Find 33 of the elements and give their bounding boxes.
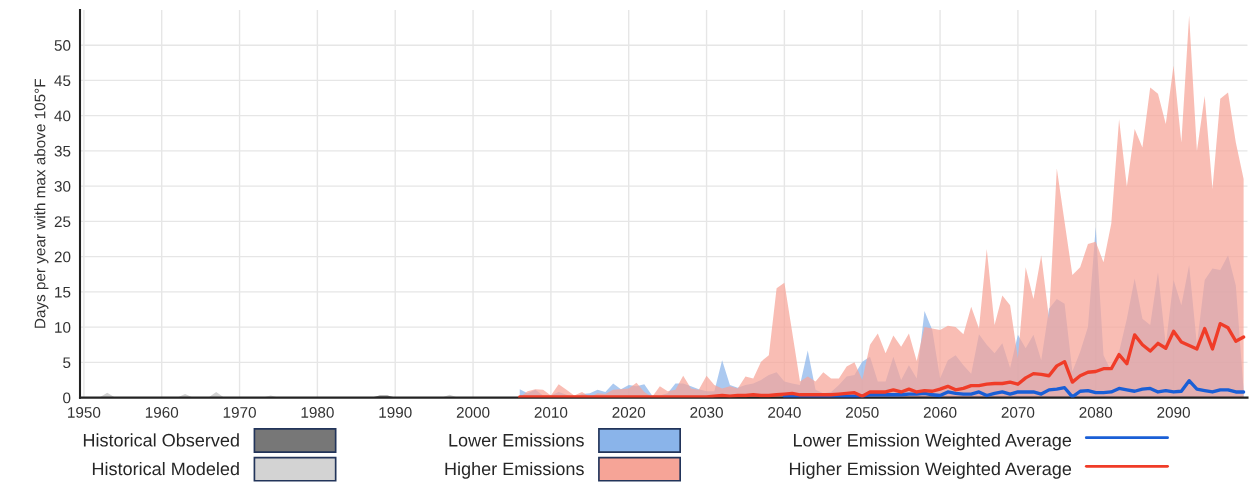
y-tick-label: 50 [54, 40, 71, 51]
x-tick-label: 2000 [456, 407, 490, 418]
legend-label: Lower Emission Weighted Average [793, 433, 1072, 451]
y-axis-title: Days per year with max above 105°F [34, 79, 49, 328]
legend-label: Higher Emission Weighted Average [789, 461, 1072, 479]
x-tick-label: 2050 [846, 407, 879, 418]
y-tick-label: 10 [55, 321, 71, 333]
y-tick-label: 45 [54, 75, 71, 87]
legend-label: Historical Observed [83, 433, 239, 447]
x-tick-label: 2010 [534, 407, 568, 418]
x-tick-label: 2040 [768, 407, 801, 418]
y-tick-label: 35 [54, 145, 71, 157]
legend-label: Historical Modeled [92, 461, 239, 476]
x-tick-label: 2020 [612, 407, 646, 418]
y-tick-label: 5 [63, 357, 71, 369]
y-tick-label: 40 [54, 110, 71, 122]
x-tick-label: 1970 [223, 407, 256, 418]
x-tick-label: 1980 [301, 407, 334, 418]
x-tick-label: 1960 [145, 407, 179, 418]
legend-label: Higher Emissions [445, 461, 584, 479]
x-tick-label: 2070 [1001, 407, 1035, 418]
x-tick-label: 1950 [68, 407, 101, 418]
y-tick-label: 0 [63, 392, 71, 404]
y-tick-label: 30 [54, 181, 71, 192]
x-tick-label: 2060 [923, 407, 957, 418]
x-tick-label: 1990 [379, 407, 412, 418]
x-tick-label: 2080 [1079, 407, 1113, 418]
legend-label: Lower Emissions [449, 433, 584, 447]
y-tick-label: 15 [55, 286, 71, 298]
y-tick-label: 20 [54, 251, 71, 263]
x-tick-label: 2030 [690, 407, 723, 418]
y-tick-label: 25 [54, 216, 71, 228]
x-tick-label: 2090 [1157, 407, 1190, 418]
